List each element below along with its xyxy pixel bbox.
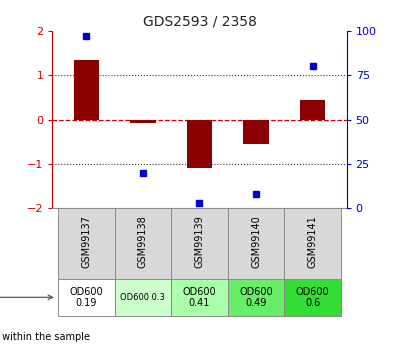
Text: OD600
0.41: OD600 0.41 — [183, 287, 216, 308]
Bar — [171, 279, 228, 316]
Bar — [228, 208, 285, 279]
Bar — [58, 208, 114, 279]
Text: OD600 0.3: OD600 0.3 — [120, 293, 165, 302]
Bar — [187, 120, 212, 168]
Text: growth protocol: growth protocol — [0, 292, 52, 302]
Text: GSM99139: GSM99139 — [195, 215, 204, 268]
Bar — [58, 279, 114, 316]
Text: percentile rank within the sample: percentile rank within the sample — [0, 332, 90, 342]
Bar — [243, 120, 269, 144]
Text: GSM99140: GSM99140 — [251, 215, 261, 268]
Bar — [285, 279, 341, 316]
Title: GDS2593 / 2358: GDS2593 / 2358 — [143, 14, 256, 29]
Bar — [171, 208, 228, 279]
Text: GSM99141: GSM99141 — [307, 215, 318, 268]
Text: OD600
0.49: OD600 0.49 — [239, 287, 273, 308]
Bar — [114, 208, 171, 279]
Text: GSM99137: GSM99137 — [81, 215, 91, 268]
Text: OD600
0.19: OD600 0.19 — [70, 287, 103, 308]
Bar — [285, 208, 341, 279]
Bar — [130, 120, 156, 123]
Bar — [228, 279, 285, 316]
Bar — [74, 60, 99, 120]
Bar — [300, 100, 325, 120]
Text: GSM99138: GSM99138 — [138, 215, 148, 268]
Bar — [114, 279, 171, 316]
Text: OD600
0.6: OD600 0.6 — [296, 287, 329, 308]
